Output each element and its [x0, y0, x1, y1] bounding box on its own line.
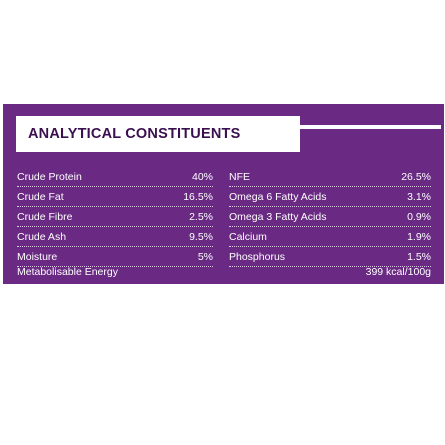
dotted-divider [17, 206, 213, 207]
constituent-row-crude-ash: Crude Ash 9.5% [17, 229, 213, 247]
dotted-divider [229, 186, 431, 187]
constituent-row-moisture: Moisture 5% [17, 249, 213, 267]
dotted-divider [229, 226, 431, 227]
dotted-divider [17, 186, 213, 187]
dotted-divider [17, 226, 213, 227]
constituent-value: 0.9% [407, 211, 431, 223]
constituent-label: Phosphorus [229, 251, 286, 263]
constituent-row-nfe: NFE 26.5% [229, 169, 431, 187]
energy-value: 399 kcal/100g [365, 266, 431, 278]
constituent-label: Omega 3 Fatty Acids [229, 211, 327, 223]
constituent-row-crude-fibre: Crude Fibre 2.5% [17, 209, 213, 227]
dotted-divider [17, 266, 213, 267]
constituent-row-crude-protein: Crude Protein 40% [17, 169, 213, 187]
constituent-value: 9.5% [189, 231, 213, 243]
energy-label: Metabolisable Energy [17, 266, 118, 278]
constituent-label: Omega 6 Fatty Acids [229, 191, 327, 203]
constituent-value: 40% [191, 171, 213, 183]
dotted-divider [229, 206, 431, 207]
dotted-divider [229, 266, 431, 267]
constituent-row-metabolisable-energy: Metabolisable Energy 399 kcal/100g [17, 264, 431, 282]
dotted-divider [17, 246, 213, 247]
title-box: ANALYTICAL CONSTITUENTS [16, 116, 300, 152]
constituent-label: NFE [229, 171, 250, 183]
constituent-value: 5% [197, 251, 213, 263]
title-rule [300, 125, 441, 129]
constituent-value: 3.1% [407, 191, 431, 203]
constituent-value: 26.5% [401, 171, 431, 183]
constituent-label: Crude Fibre [17, 211, 73, 223]
constituent-row-omega-6: Omega 6 Fatty Acids 3.1% [229, 189, 431, 207]
constituent-label: Crude Ash [17, 231, 67, 243]
constituent-row-omega-3: Omega 3 Fatty Acids 0.9% [229, 209, 431, 227]
constituent-row-crude-fat: Crude Fat 16.5% [17, 189, 213, 207]
constituent-label: Calcium [229, 231, 267, 243]
dotted-divider [229, 246, 431, 247]
constituent-label: Crude Fat [17, 191, 64, 203]
constituent-label: Crude Protein [17, 171, 82, 183]
analytical-constituents-panel: ANALYTICAL CONSTITUENTS Crude Protein 40… [3, 104, 444, 284]
constituent-value: 1.9% [407, 231, 431, 243]
constituent-value: 1.5% [407, 251, 431, 263]
constituent-value: 2.5% [189, 211, 213, 223]
constituent-value: 16.5% [183, 191, 213, 203]
constituent-label: Moisture [17, 251, 58, 263]
constituent-row-calcium: Calcium 1.9% [229, 229, 431, 247]
panel-title: ANALYTICAL CONSTITUENTS [28, 126, 241, 142]
constituent-row-phosphorus: Phosphorus 1.5% [229, 249, 431, 267]
